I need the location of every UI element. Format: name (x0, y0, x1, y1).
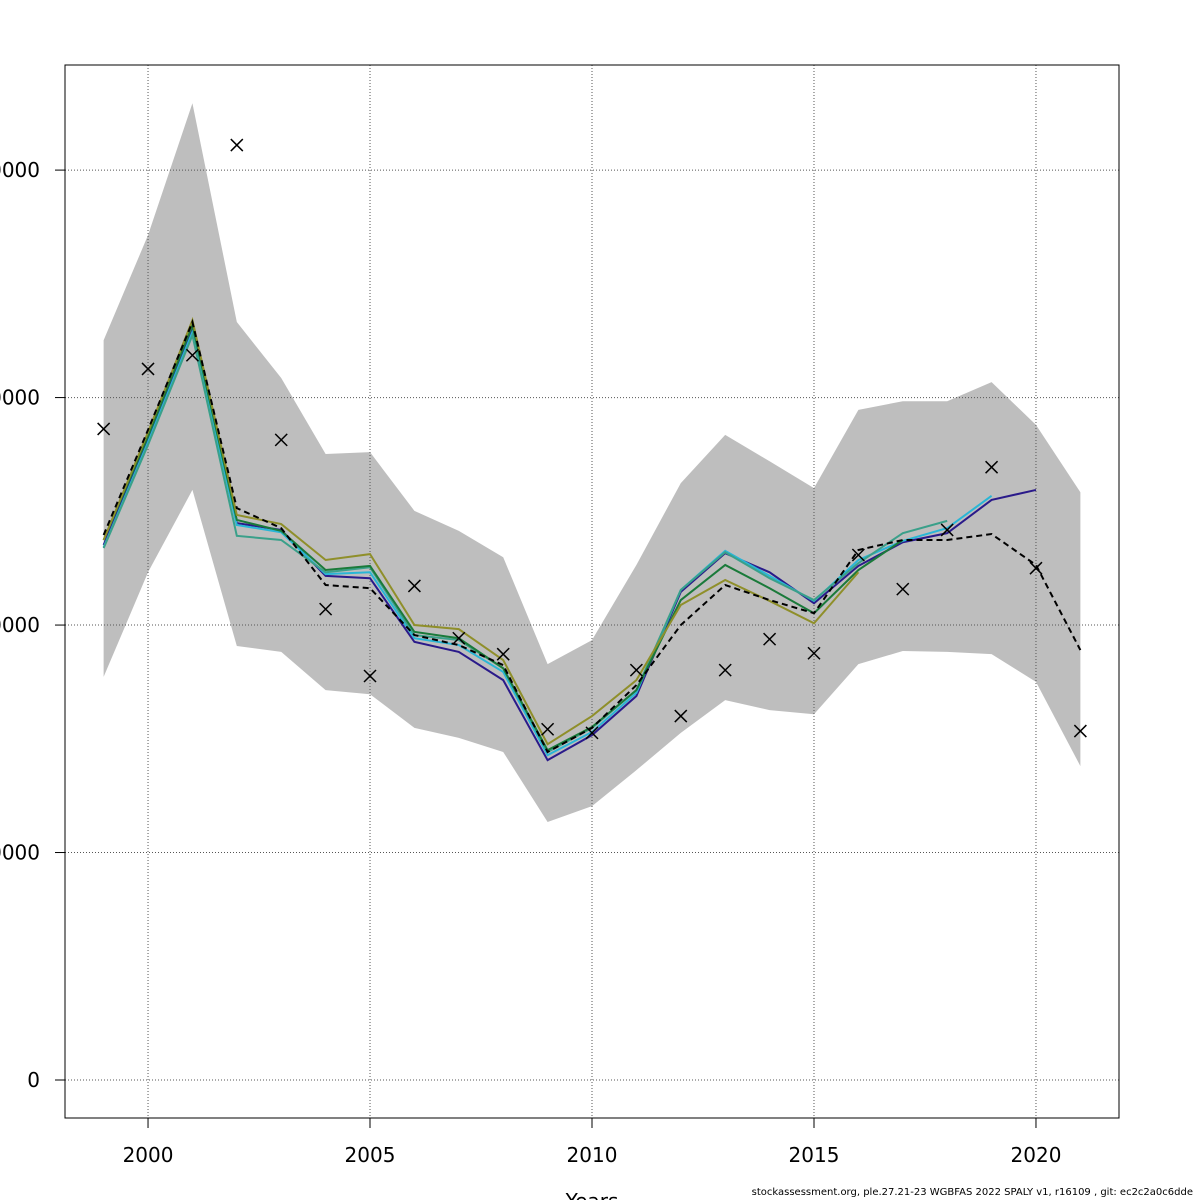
series-line (102, 321, 904, 752)
observation-marker (141, 362, 155, 376)
x-tick-label: 2020 (1011, 1143, 1062, 1167)
observation-marker (407, 579, 421, 593)
y-tick-label: 150000 (0, 386, 40, 410)
observation-marker (496, 647, 510, 661)
observation-marker (940, 523, 954, 537)
observation-marker (718, 663, 732, 677)
y-tick-label: 0 (27, 1068, 40, 1092)
observation-marker (363, 669, 377, 683)
observation-marker (585, 726, 599, 740)
y-tick-label: 50000 (0, 841, 40, 865)
observation-marker (274, 433, 288, 447)
footer: stockassessment.org, ple.27.21-23 WGBFAS… (752, 1187, 1193, 1198)
observation-marker (185, 348, 199, 362)
x-tick-label: 2010 (567, 1143, 618, 1167)
x-tick-label: 2005 (345, 1143, 396, 1167)
observation-marker (629, 663, 643, 677)
observation-marker (1029, 561, 1043, 575)
observation-marker (452, 631, 466, 645)
series-line (102, 316, 860, 746)
observation-marker (985, 460, 999, 474)
x-axis-label: Years (565, 1189, 619, 1200)
observation-marker (674, 709, 688, 723)
observation-marker (319, 602, 333, 616)
observation-marker (896, 582, 910, 596)
y-tick-label: 100000 (0, 613, 40, 637)
observation-marker (230, 138, 244, 152)
observation-marker (807, 646, 821, 660)
observation-marker (763, 632, 777, 646)
confidence-band (103, 103, 1081, 823)
observation-marker (851, 548, 865, 562)
observation-marker (541, 722, 555, 736)
x-tick-label: 2015 (789, 1143, 840, 1167)
plot-frame (64, 64, 1120, 1119)
series-line (102, 318, 1082, 754)
series-line (102, 328, 993, 757)
x-tick-label: 2000 (123, 1143, 174, 1167)
observation-marker (97, 422, 111, 436)
y-tick-label: 200000 (0, 158, 40, 182)
observation-marker (1073, 724, 1087, 738)
